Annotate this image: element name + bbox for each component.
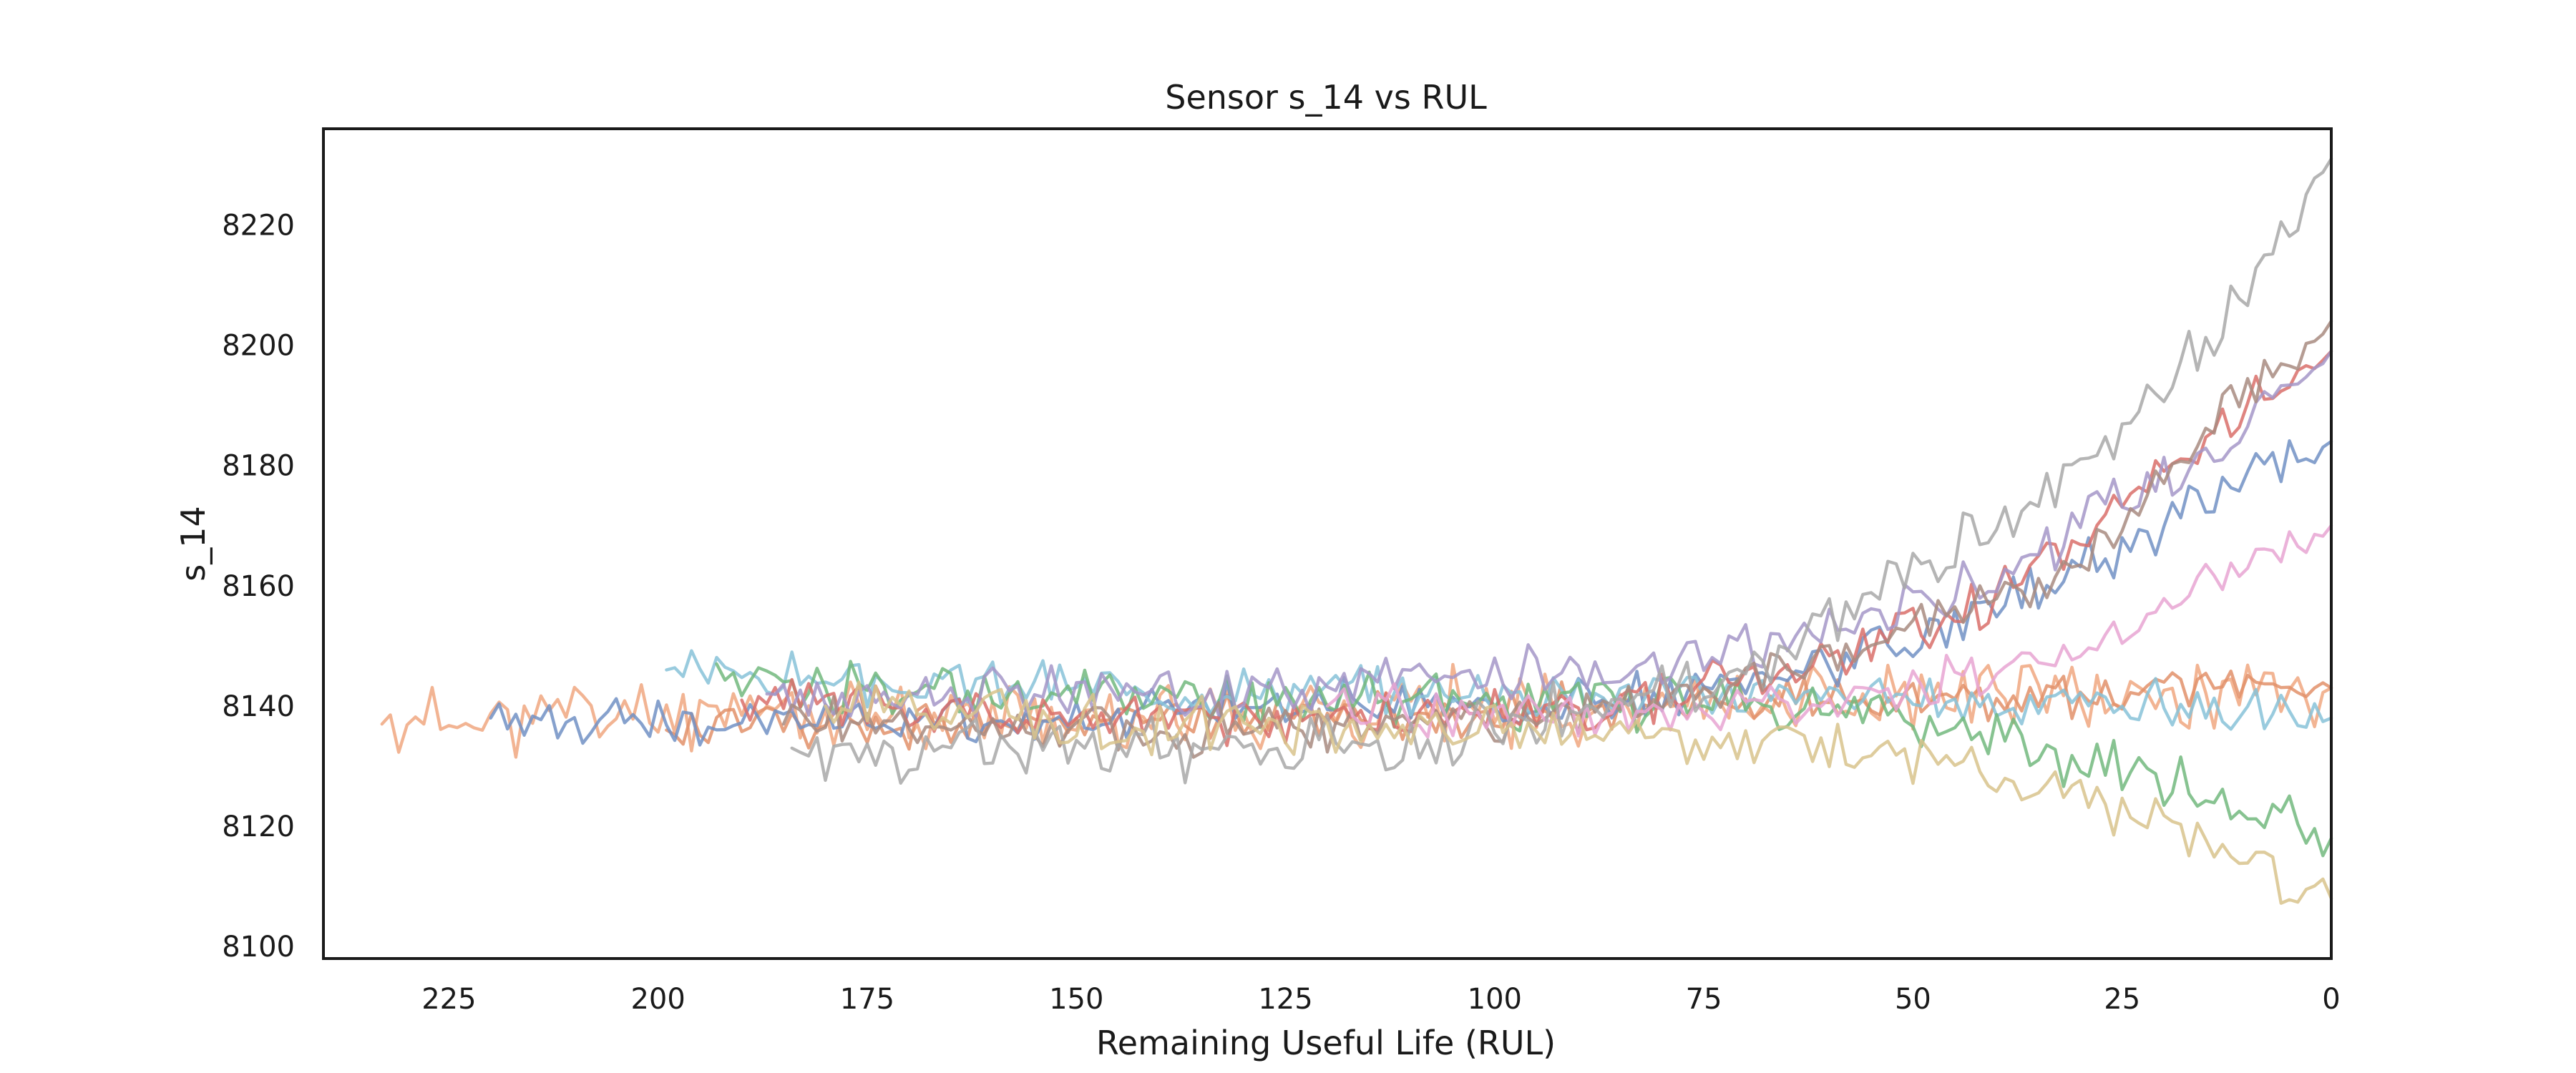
series-line-11: [824, 680, 2333, 905]
x-tick-label: 50: [1895, 983, 1931, 1016]
x-axis-label: Remaining Useful Life (RUL): [1096, 1024, 1556, 1062]
x-tick-label: 175: [840, 983, 894, 1016]
y-tick-label: 8100: [222, 931, 295, 964]
y-tick-label: 8180: [222, 450, 295, 483]
y-tick-label: 8160: [222, 570, 295, 603]
y-ticks: 8100 8120 8140 8160 8180 8200 8220: [222, 209, 295, 964]
x-tick-label: 225: [421, 983, 476, 1016]
y-tick-label: 8140: [222, 690, 295, 723]
plot-frame: [322, 127, 2333, 960]
series-line-2: [665, 670, 2333, 751]
x-tick-label: 125: [1258, 983, 1312, 1016]
x-tick-label: 25: [2104, 983, 2140, 1016]
y-tick-label: 8200: [222, 330, 295, 363]
series-layer: [380, 157, 2333, 905]
x-ticks: 225 200 175 150 125 100 75 50 25 0: [421, 983, 2341, 1016]
y-tick-label: 8220: [222, 209, 295, 242]
x-tick-label: 75: [1686, 983, 1722, 1016]
chart-title: Sensor s_14 vs RUL: [1165, 78, 1487, 117]
x-tick-label: 100: [1468, 983, 1522, 1016]
x-tick-label: 150: [1049, 983, 1103, 1016]
x-tick-label: 200: [630, 983, 685, 1016]
y-axis-label: s_14: [174, 506, 213, 582]
x-tick-label: 0: [2322, 983, 2340, 1016]
series-line-10: [790, 157, 2333, 785]
y-tick-label: 8120: [222, 810, 295, 843]
